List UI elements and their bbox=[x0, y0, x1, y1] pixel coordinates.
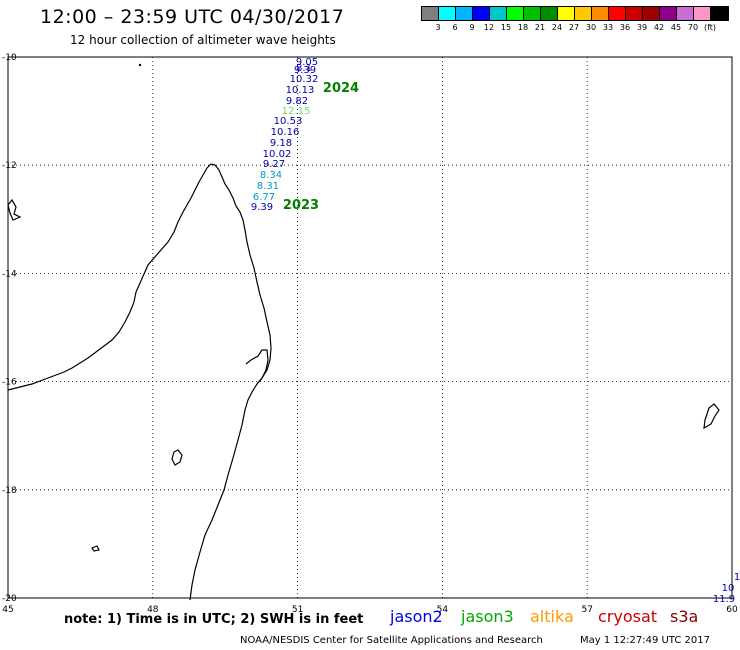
legend-unit-label: (ft) bbox=[703, 23, 717, 32]
track-year-label: 2023 bbox=[283, 198, 319, 213]
map-grid: 45 48 51 54 57 60 -10 -12 -14 -16 -18 -20 bbox=[2, 53, 738, 615]
legend-tick-label: 3 bbox=[435, 23, 441, 32]
legend-swatch-12 bbox=[626, 7, 643, 20]
legend-tick-label: 24 bbox=[551, 23, 563, 32]
wave-height-reading: 10.32 bbox=[290, 74, 319, 85]
lat-label: -10 bbox=[2, 53, 17, 63]
lon-label: 48 bbox=[147, 605, 159, 615]
track-year-label: 2024 bbox=[323, 81, 359, 96]
legend-tick-label: 9 bbox=[469, 23, 475, 32]
legend-swatch-7 bbox=[541, 7, 558, 20]
madagascar-east-coast bbox=[245, 349, 269, 385]
wave-height-reading: 9.27 bbox=[263, 159, 285, 170]
legend-tick-label: 45 bbox=[670, 23, 682, 32]
small-islet-1 bbox=[171, 449, 183, 466]
legend-ticks: 3 6 9 12 15 18 21 24 27 30 33 36 39 42 45 70 (ft) bbox=[421, 21, 729, 33]
legend-swatch-13 bbox=[643, 7, 660, 20]
legend-swatch-4 bbox=[490, 7, 507, 20]
wave-height-reading: 12.15 bbox=[282, 106, 311, 117]
legend-tick-label: 70 bbox=[687, 23, 699, 32]
legend-tick-label: 30 bbox=[585, 23, 597, 32]
wave-height-reading: 10 bbox=[722, 583, 735, 594]
wave-height-reading: 8.34 bbox=[260, 170, 282, 181]
legend-tick-label: 36 bbox=[619, 23, 631, 32]
legend-swatch-17 bbox=[711, 7, 728, 20]
legend-tick-label: 18 bbox=[517, 23, 529, 32]
wave-height-reading: 11.9 bbox=[713, 594, 735, 605]
legend-swatch-5 bbox=[507, 7, 524, 20]
legend-swatch-0 bbox=[422, 7, 439, 20]
madagascar-coastline bbox=[7, 163, 272, 601]
lat-label: -14 bbox=[2, 269, 17, 279]
legend-tick-label: 21 bbox=[534, 23, 546, 32]
coastline bbox=[7, 63, 720, 601]
lon-label: 57 bbox=[581, 605, 592, 615]
satellite-cryosat-label: cryosat bbox=[598, 607, 658, 626]
footnote: note: 1) Time is in UTC; 2) SWH is in fe… bbox=[64, 612, 364, 627]
page-title: 12:00 – 23:59 UTC 04/30/2017 bbox=[40, 6, 345, 28]
lon-label: 45 bbox=[2, 605, 13, 615]
legend-swatch-6 bbox=[524, 7, 541, 20]
wave-height-reading: 8.31 bbox=[257, 181, 279, 192]
legend-tick-label: 6 bbox=[452, 23, 458, 32]
legend-swatch-15 bbox=[677, 7, 694, 20]
lat-label: -20 bbox=[2, 594, 17, 604]
legend-tick-label: 33 bbox=[602, 23, 614, 32]
legend-swatch-16 bbox=[694, 7, 711, 20]
mayotte-island bbox=[7, 198, 22, 221]
legend-tick-label: 12 bbox=[483, 23, 495, 32]
satellite-jason3-label: jason3 bbox=[461, 607, 514, 626]
footer-credit: NOAA/NESDIS Center for Satellite Applica… bbox=[240, 635, 543, 646]
wave-height-reading: 6.77 bbox=[253, 192, 275, 203]
wave-height-reading: 9.82 bbox=[286, 96, 308, 107]
wave-height-reading: 10.02 bbox=[263, 149, 292, 160]
wave-height-reading: 9.39 bbox=[294, 65, 316, 76]
wave-height-reading: 8.1 bbox=[296, 63, 312, 74]
track-year-labels: 2024 2023 bbox=[283, 81, 359, 213]
legend-tick-label: 39 bbox=[636, 23, 648, 32]
reunion-island bbox=[703, 403, 720, 430]
footer-timestamp: May 1 12:27:49 UTC 2017 bbox=[580, 635, 710, 646]
wave-height-reading: 9.18 bbox=[270, 138, 292, 149]
lon-label: 54 bbox=[437, 605, 449, 615]
legend-swatch-8 bbox=[558, 7, 575, 20]
wave-height-reading: 1 bbox=[734, 572, 740, 583]
legend-tick-label: 27 bbox=[568, 23, 580, 32]
lat-label: -12 bbox=[2, 161, 17, 171]
legend-tick-label: 15 bbox=[500, 23, 512, 32]
altimeter-readings: 9.059.398.110.3210.139.8212.1510.5310.16… bbox=[251, 57, 740, 605]
legend-swatches bbox=[421, 6, 729, 21]
map-frame bbox=[7, 56, 733, 599]
satellite-altika-label: altika bbox=[530, 607, 574, 626]
legend-swatch-9 bbox=[575, 7, 592, 20]
satellite-jason2-label: jason2 bbox=[390, 607, 443, 626]
small-islet-2 bbox=[91, 545, 100, 552]
lon-label: 51 bbox=[292, 605, 303, 615]
lat-label: -18 bbox=[2, 486, 17, 496]
legend-swatch-10 bbox=[592, 7, 609, 20]
legend-swatch-1 bbox=[439, 7, 456, 20]
page-subtitle: 12 hour collection of altimeter wave hei… bbox=[70, 33, 336, 47]
wave-height-reading: 9.05 bbox=[296, 57, 318, 68]
small-islet-3 bbox=[138, 63, 142, 67]
wave-height-reading: 10.13 bbox=[286, 85, 315, 96]
legend-tick-label: 42 bbox=[653, 23, 665, 32]
wave-height-reading: 10.53 bbox=[274, 116, 303, 127]
legend-swatch-11 bbox=[609, 7, 626, 20]
color-scale-legend: 3 6 9 12 15 18 21 24 27 30 33 36 39 42 45 70 (ft) bbox=[421, 6, 729, 33]
legend-swatch-3 bbox=[473, 7, 490, 20]
lon-label: 60 bbox=[726, 605, 738, 615]
wave-height-reading: 9.39 bbox=[251, 202, 273, 213]
legend-swatch-2 bbox=[456, 7, 473, 20]
map-border bbox=[7, 56, 733, 599]
satellite-s3a-label: s3a bbox=[670, 607, 699, 626]
lat-label: -16 bbox=[2, 378, 17, 388]
legend-swatch-14 bbox=[660, 7, 677, 20]
wave-height-reading: 10.16 bbox=[271, 127, 300, 138]
